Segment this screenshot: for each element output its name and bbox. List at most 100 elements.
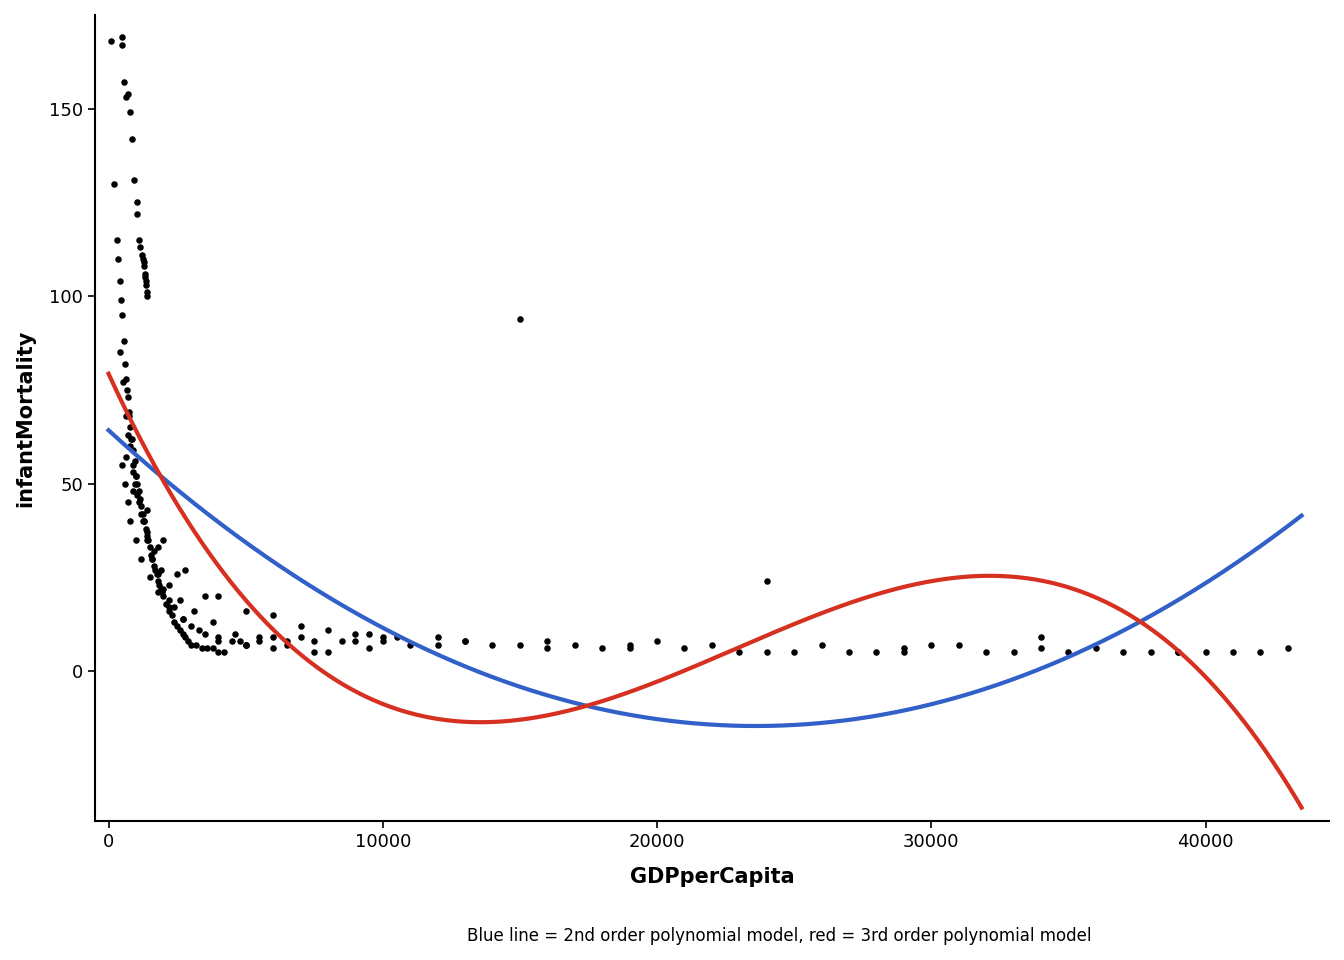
Point [126, 206, 148, 222]
Point [235, 637, 257, 653]
Point [138, 540, 160, 555]
Point [137, 532, 159, 547]
Point [207, 644, 228, 660]
Point [142, 559, 164, 574]
Point [136, 285, 157, 300]
Point [136, 532, 157, 547]
Point [235, 603, 257, 618]
Point [136, 277, 157, 293]
Point [1277, 641, 1298, 657]
Point [212, 644, 234, 660]
Point [117, 494, 138, 510]
Point [1168, 644, 1189, 660]
Point [112, 457, 133, 472]
Point [133, 514, 155, 529]
Point [125, 476, 146, 492]
Point [109, 345, 130, 360]
Point [126, 195, 148, 210]
Point [196, 641, 218, 657]
Point [180, 637, 202, 653]
Point [1222, 644, 1243, 660]
Point [359, 641, 380, 657]
Point [149, 577, 171, 592]
Point [1085, 641, 1106, 657]
Point [866, 644, 887, 660]
Point [757, 644, 778, 660]
Point [1031, 630, 1052, 645]
Point [185, 637, 207, 653]
Point [976, 644, 997, 660]
Point [151, 563, 172, 578]
Point [564, 637, 586, 653]
Point [249, 634, 270, 649]
Point [110, 30, 132, 45]
Point [132, 506, 153, 521]
Point [145, 565, 167, 581]
Point [183, 603, 204, 618]
Point [152, 585, 173, 600]
Point [132, 248, 153, 263]
Point [618, 641, 640, 657]
Point [128, 232, 149, 248]
Point [222, 634, 243, 649]
Point [159, 600, 180, 615]
Point [125, 468, 146, 484]
Point [262, 641, 284, 657]
Point [673, 641, 695, 657]
Y-axis label: infantMortality: infantMortality [15, 329, 35, 507]
Point [112, 374, 133, 390]
Point [137, 288, 159, 303]
Point [113, 333, 134, 348]
Point [359, 626, 380, 641]
Point [121, 131, 142, 146]
Point [172, 611, 194, 626]
Point [141, 551, 163, 566]
Point [207, 630, 228, 645]
Point [136, 502, 157, 517]
Point [159, 603, 180, 618]
Point [276, 637, 297, 653]
Point [591, 641, 613, 657]
Point [290, 630, 312, 645]
Point [120, 439, 141, 454]
Point [509, 637, 531, 653]
Point [122, 443, 144, 458]
Point [140, 547, 161, 563]
Point [128, 494, 149, 510]
Point [167, 618, 188, 634]
Point [235, 637, 257, 653]
Point [151, 581, 172, 596]
Point [175, 630, 196, 645]
Point [262, 607, 284, 622]
Text: Blue line = 2nd order polynomial model, red = 3rd order polynomial model: Blue line = 2nd order polynomial model, … [468, 927, 1091, 945]
Point [618, 637, 640, 653]
Point [153, 532, 175, 547]
Point [202, 614, 223, 630]
Point [948, 637, 969, 653]
Point [454, 634, 476, 649]
Point [509, 311, 531, 326]
Point [177, 634, 199, 649]
Point [202, 641, 223, 657]
Point [207, 588, 228, 604]
Point [164, 600, 185, 615]
Point [136, 274, 157, 289]
Point [224, 626, 246, 641]
Point [120, 420, 141, 435]
Point [169, 592, 191, 608]
Point [125, 532, 146, 547]
Point [1250, 644, 1271, 660]
Point [120, 514, 141, 529]
Point [108, 251, 129, 266]
Point [194, 588, 215, 604]
Point [146, 540, 168, 555]
Point [702, 637, 723, 653]
Point [167, 565, 188, 581]
Point [276, 634, 297, 649]
Point [304, 644, 325, 660]
Point [1195, 644, 1216, 660]
Point [103, 176, 125, 191]
Point [249, 630, 270, 645]
Point [120, 431, 141, 446]
Point [191, 641, 212, 657]
